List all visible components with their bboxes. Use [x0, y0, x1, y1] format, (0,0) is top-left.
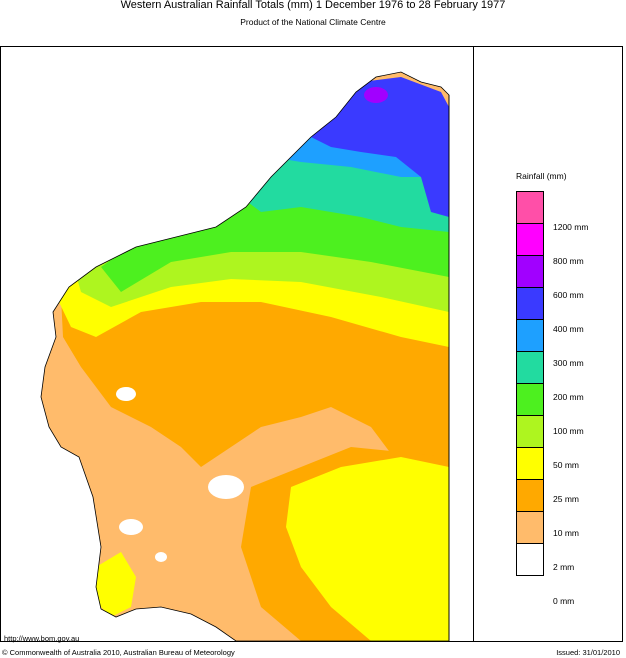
coastline — [40, 71, 450, 641]
legend-label-10: 10 mm — [553, 528, 579, 538]
issued-date: Issued: 31/01/2010 — [556, 648, 620, 657]
legend-divider — [473, 46, 474, 642]
legend-swatch-1 — [516, 223, 544, 256]
legend-swatch-2 — [516, 255, 544, 288]
legend-swatch-6 — [516, 383, 544, 416]
legend-swatches — [516, 191, 544, 576]
legend-label-2: 2 mm — [553, 562, 575, 572]
legend-swatch-8 — [516, 447, 544, 480]
zone-dry — [208, 475, 244, 499]
zone-dry — [155, 552, 167, 562]
legend-label-1200: 1200 mm — [553, 222, 589, 232]
legend-title: Rainfall (mm) — [516, 171, 567, 181]
legend-label-50: 50 mm — [553, 460, 579, 470]
legend-swatch-4 — [516, 319, 544, 352]
zone-50mm-se — [286, 457, 449, 641]
legend-swatch-7 — [516, 415, 544, 448]
zone-600mm — [311, 77, 449, 217]
map-subtitle: Product of the National Climate Centre — [240, 17, 386, 27]
legend-label-25: 25 mm — [553, 494, 579, 504]
legend-label-800: 800 mm — [553, 256, 584, 266]
legend-label-200: 200 mm — [553, 392, 584, 402]
legend-label-0: 0 mm — [553, 596, 575, 606]
legend-swatch-0 — [516, 191, 544, 224]
legend-swatch-10 — [516, 511, 544, 544]
legend-swatch-9 — [516, 479, 544, 512]
legend-swatch-11 — [516, 543, 544, 576]
legend-label-100: 100 mm — [553, 426, 584, 436]
zone-dry — [119, 519, 143, 535]
zone-25mm — [61, 277, 449, 497]
zone-50mm-coast — [96, 552, 136, 617]
rainfall-map — [40, 71, 450, 641]
map-frame — [0, 46, 623, 642]
map-title: Western Australian Rainfall Totals (mm) … — [120, 0, 506, 11]
zone-dry — [116, 387, 136, 401]
legend-label-400: 400 mm — [553, 324, 584, 334]
copyright-text: © Commonwealth of Australia 2010, Austra… — [2, 648, 235, 657]
legend-label-300: 300 mm — [553, 358, 584, 368]
legend-swatch-3 — [516, 287, 544, 320]
bom-url: http://www.bom.gov.au — [4, 634, 80, 643]
zone-800mm — [364, 87, 388, 103]
legend-label-600: 600 mm — [553, 290, 584, 300]
legend-swatch-5 — [516, 351, 544, 384]
